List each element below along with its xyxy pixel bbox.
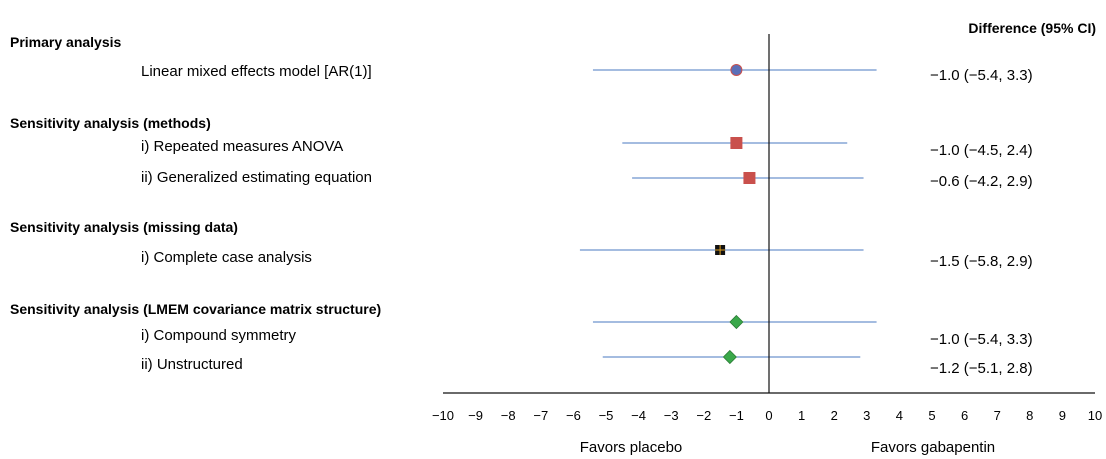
forest-group: Primary analysis Linear mixed effects mod… [10, 34, 1033, 84]
forest-row: i) Complete case analysis −1.5 (−5.8, 2.9… [141, 245, 1033, 270]
forest-group: Sensitivity analysis (methods) i) Repeate… [10, 115, 1033, 190]
group-header: Sensitivity analysis (methods) [10, 115, 211, 131]
row-label: Linear mixed effects model [AR(1)] [141, 63, 372, 80]
forest-row: ii) Unstructured −1.2 (−5.1, 2.8) [141, 349, 1033, 377]
group-header: Sensitivity analysis (LMEM covariance ma… [10, 301, 381, 317]
x-tick-label: 7 [994, 408, 1001, 423]
estimate-text: −1.0 (−5.4, 3.3) [930, 67, 1033, 84]
x-tick-label: 4 [896, 408, 903, 423]
forest-group: Sensitivity analysis (LMEM covariance ma… [10, 301, 1033, 377]
x-tick-label: −5 [599, 408, 614, 423]
point-estimate-diamond [722, 349, 737, 365]
group-header: Sensitivity analysis (missing data) [10, 219, 238, 235]
x-tick-label: 10 [1088, 408, 1102, 423]
x-tick-label: −8 [501, 408, 516, 423]
row-label: ii) Unstructured [141, 356, 243, 373]
x-tick-label: −1 [729, 408, 744, 423]
x-tick-label: −3 [664, 408, 679, 423]
x-axis: −10 −9 −8 −7 −6 −5 −4 −3 −2 −1 0 1 2 3 4 5 6 7 8 9 10 [432, 34, 1102, 423]
forest-row: i) Repeated measures ANOVA −1.0 (−4.5, 2.… [141, 137, 1033, 159]
right-caption: Favors gabapentin [871, 439, 995, 456]
x-tick-label: −6 [566, 408, 581, 423]
x-tick-label: 2 [831, 408, 838, 423]
x-tick-label: 8 [1026, 408, 1033, 423]
x-tick-label: 9 [1059, 408, 1066, 423]
x-tick-label: −2 [696, 408, 711, 423]
point-estimate-circle [730, 64, 743, 76]
x-tick-label: 3 [863, 408, 870, 423]
row-label: i) Complete case analysis [141, 249, 312, 266]
forest-group: Sensitivity analysis (missing data) i) Co… [10, 219, 1033, 270]
estimate-text: −0.6 (−4.2, 2.9) [930, 173, 1033, 190]
x-tick-label: 6 [961, 408, 968, 423]
point-estimate-square [730, 137, 743, 149]
forest-row: ii) Generalized estimating equation −0.6 … [141, 169, 1033, 190]
estimate-text: −1.2 (−5.1, 2.8) [930, 360, 1033, 377]
point-estimate-diamond [729, 314, 744, 330]
point-estimate-square [743, 172, 756, 184]
row-label: i) Compound symmetry [141, 327, 297, 344]
x-tick-label: −10 [432, 408, 454, 423]
column-header: Difference (95% CI) [968, 20, 1096, 36]
x-tick-label: 1 [798, 408, 805, 423]
forest-rows: Primary analysis Linear mixed effects mod… [10, 34, 1033, 377]
forest-row: i) Compound symmetry −1.0 (−5.4, 3.3) [141, 314, 1033, 348]
row-label: ii) Generalized estimating equation [141, 169, 372, 186]
left-caption: Favors placebo [580, 439, 683, 456]
group-header: Primary analysis [10, 34, 122, 50]
x-tick-label: 0 [765, 408, 772, 423]
estimate-text: −1.0 (−5.4, 3.3) [930, 331, 1033, 348]
x-tick-label: 5 [928, 408, 935, 423]
estimate-text: −1.0 (−4.5, 2.4) [930, 142, 1033, 159]
x-tick-label: −7 [533, 408, 548, 423]
estimate-text: −1.5 (−5.8, 2.9) [930, 253, 1033, 270]
x-tick-label: −4 [631, 408, 646, 423]
row-label: i) Repeated measures ANOVA [141, 138, 343, 155]
x-tick-label: −9 [468, 408, 483, 423]
forest-row: Linear mixed effects model [AR(1)] −1.0 (… [141, 63, 1033, 84]
